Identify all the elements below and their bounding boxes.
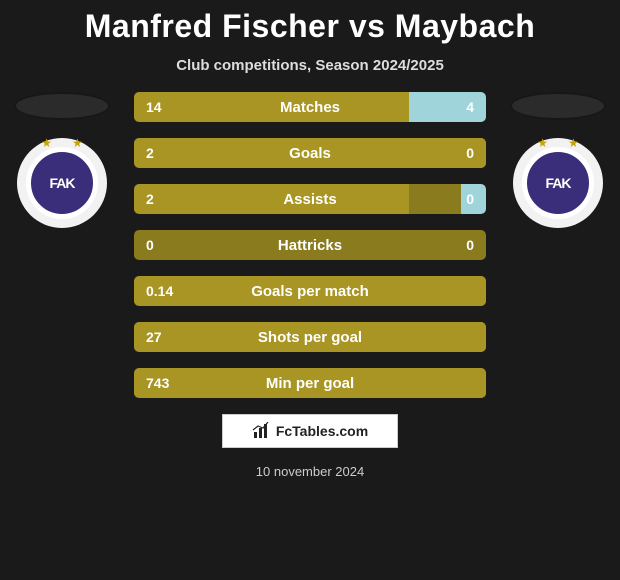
stat-row: 743Min per goal — [134, 368, 486, 398]
stat-label: Min per goal — [134, 375, 486, 392]
stat-label: Hattricks — [134, 237, 486, 254]
left-badge-text: FAK — [50, 175, 75, 191]
stat-row: 20Goals — [134, 138, 486, 168]
left-club-badge: ★★ FAK — [17, 138, 107, 228]
chart-icon — [252, 422, 270, 440]
footer-brand: FcTables.com — [222, 414, 398, 448]
page-title: Manfred Fischer vs Maybach — [0, 0, 620, 45]
stat-row: 144Matches — [134, 92, 486, 122]
page-subtitle: Club competitions, Season 2024/2025 — [0, 57, 620, 74]
right-club-badge: ★★ FAK — [513, 138, 603, 228]
right-player-block: ★★ FAK — [508, 92, 608, 228]
stat-row: 27Shots per goal — [134, 322, 486, 352]
left-player-block: ★★ FAK — [12, 92, 112, 228]
right-shadow-ellipse — [510, 92, 606, 120]
right-badge-text: FAK — [546, 175, 571, 191]
stat-row: 0.14Goals per match — [134, 276, 486, 306]
footer-brand-text: FcTables.com — [276, 423, 368, 439]
stat-label: Goals — [134, 145, 486, 162]
stat-label: Assists — [134, 191, 486, 208]
stat-row: 00Hattricks — [134, 230, 486, 260]
stat-label: Matches — [134, 99, 486, 116]
stat-bars: 144Matches 20Goals 20Assists 00Hattricks 0.1… — [134, 92, 486, 398]
left-shadow-ellipse — [14, 92, 110, 120]
stat-row: 20Assists — [134, 184, 486, 214]
footer-date: 10 november 2024 — [0, 464, 620, 479]
comparison-panel: ★★ FAK ★★ FAK 144Matches 20Goals 20Assists… — [0, 92, 620, 398]
stat-label: Goals per match — [134, 283, 486, 300]
stat-label: Shots per goal — [134, 329, 486, 346]
